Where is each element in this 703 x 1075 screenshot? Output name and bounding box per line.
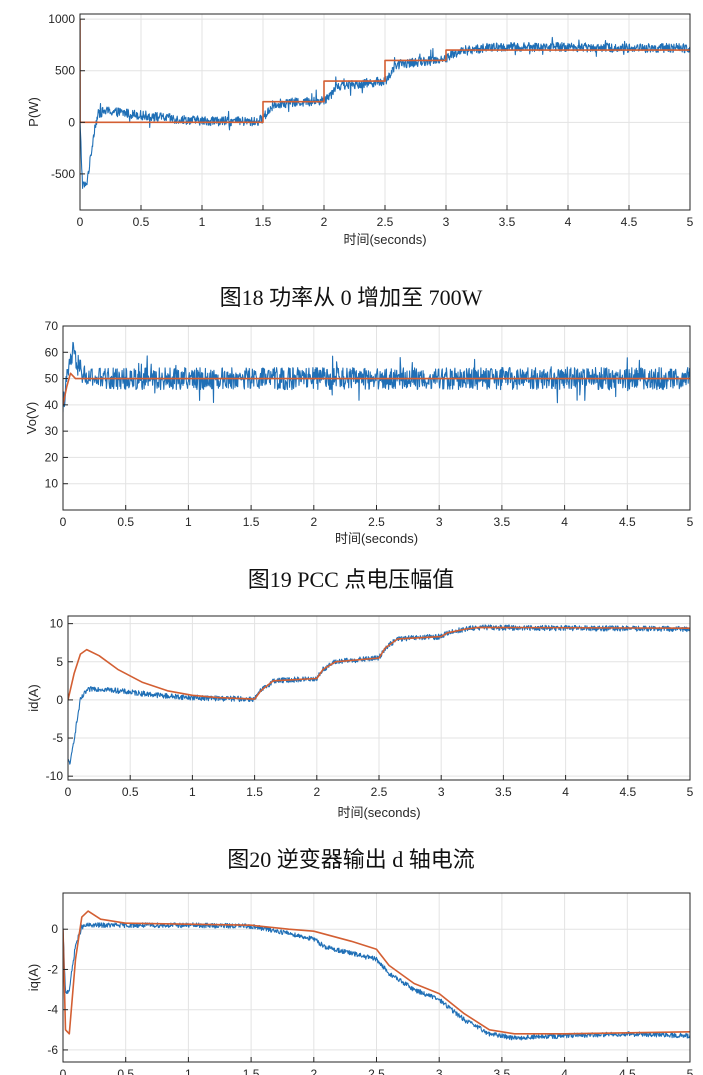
x-tick-label: 3 (436, 1067, 443, 1075)
series-group (63, 910, 690, 1041)
y-tick-label: -4 (47, 1003, 58, 1017)
x-tick-label: 3 (438, 785, 445, 799)
y-tick-label: -2 (47, 962, 58, 976)
x-tick-label: 1 (199, 215, 206, 229)
series-group (63, 341, 690, 413)
tick-labels: 0 0.5 1 1.5 2 2.5 3 3.5 4 4.5 5 -6 -4 -2 0 (47, 922, 693, 1075)
x-tick-label: 4.5 (619, 785, 636, 799)
tick-labels: 0 0.5 1 1.5 2 2.5 3 3.5 4 4.5 5 10 20 30 40 50 60 70 (45, 319, 694, 529)
x-tick-label: 1.5 (246, 785, 263, 799)
y-tick-label: 60 (45, 345, 59, 359)
y-axis-label: id(A) (26, 684, 41, 711)
x-tick-label: 4 (562, 785, 569, 799)
y-tick-label: -6 (47, 1043, 58, 1057)
x-tick-label: 0 (65, 785, 72, 799)
y-tick-label: 1000 (48, 12, 75, 26)
x-tick-label: 3.5 (494, 1067, 511, 1075)
tick-labels: 0 0.5 1 1.5 2 2.5 3 3.5 4 4.5 5 -500 0 500 1000 (48, 12, 693, 229)
series-line-1 (63, 341, 690, 413)
x-tick-label: 2.5 (368, 515, 385, 529)
series-group (68, 624, 690, 765)
y-tick-label: 20 (45, 450, 59, 464)
x-tick-label: 1.5 (255, 215, 272, 229)
x-tick-label: 1 (185, 1067, 192, 1075)
y-axis-label: Vo(V) (24, 402, 39, 435)
series-line-2 (68, 626, 690, 701)
y-tick-label: 0 (68, 115, 75, 129)
x-tick-label: 1.5 (243, 515, 260, 529)
x-tick-label: 1 (189, 785, 196, 799)
y-tick-label: 0 (56, 693, 63, 707)
x-tick-label: 1 (185, 515, 192, 529)
x-tick-label: 2.5 (371, 785, 388, 799)
x-tick-label: 0.5 (117, 1067, 134, 1075)
x-tick-label: 0 (77, 215, 84, 229)
y-axis-label: P(W) (26, 97, 41, 127)
x-tick-label: 3.5 (495, 785, 512, 799)
chart-4: 0 0.5 1 1.5 2 2.5 3 3.5 4 4.5 5 -6 -4 -2 0 iq(A) (26, 892, 694, 1075)
x-tick-label: 4.5 (621, 215, 638, 229)
y-axis-label: iq(A) (26, 964, 41, 991)
series-line-2 (63, 910, 690, 1035)
chart-3: 0 0.5 1 1.5 2 2.5 3 3.5 4 4.5 5 -10 -5 0 5 10 id(A) 时间(se… (26, 615, 694, 872)
x-tick-label: 0 (60, 515, 67, 529)
x-tick-label: 0 (60, 1067, 67, 1075)
x-tick-label: 2 (313, 785, 320, 799)
y-tick-label: 50 (45, 372, 59, 386)
series-line-2 (63, 372, 690, 406)
x-axis-label: 时间(seconds) (335, 531, 418, 546)
x-tick-label: 5 (687, 1067, 694, 1075)
series-line-1 (63, 922, 690, 1041)
x-tick-label: 2.5 (377, 215, 394, 229)
x-tick-label: 4.5 (619, 515, 636, 529)
x-tick-label: 5 (687, 515, 694, 529)
x-tick-label: 4 (561, 1067, 568, 1075)
series-group (80, 19, 690, 189)
y-tick-label: -500 (51, 167, 75, 181)
x-tick-label: 5 (687, 215, 694, 229)
x-tick-label: 0.5 (122, 785, 139, 799)
y-tick-label: 500 (55, 64, 75, 78)
x-axis-label: 时间(seconds) (343, 232, 426, 247)
x-tick-label: 3.5 (499, 215, 516, 229)
x-tick-label: 2 (321, 215, 328, 229)
figure-caption: 图19 PCC 点电压幅值 (248, 567, 455, 592)
chart-1: 0 0.5 1 1.5 2 2.5 3 3.5 4 4.5 5 -500 0 500 1000 P(W) 时间(… (26, 12, 694, 310)
y-tick-label: 10 (45, 477, 59, 491)
x-tick-label: 2 (310, 515, 317, 529)
x-tick-label: 1.5 (243, 1067, 260, 1075)
x-tick-label: 2 (310, 1067, 317, 1075)
x-tick-label: 3.5 (494, 515, 511, 529)
y-tick-label: 40 (45, 398, 59, 412)
x-tick-label: 4.5 (619, 1067, 636, 1075)
y-tick-label: 0 (51, 922, 58, 936)
figure-caption: 图20 逆变器输出 d 轴电流 (227, 847, 475, 872)
y-tick-label: -10 (46, 769, 64, 783)
x-tick-label: 4 (561, 515, 568, 529)
series-line-2 (80, 19, 690, 124)
x-tick-label: 4 (565, 215, 572, 229)
figure-caption: 图18 功率从 0 增加至 700W (220, 285, 483, 310)
tick-labels: 0 0.5 1 1.5 2 2.5 3 3.5 4 4.5 5 -10 -5 0 5 10 (46, 617, 694, 799)
x-tick-label: 5 (687, 785, 694, 799)
y-tick-label: 30 (45, 424, 59, 438)
series-line-1 (68, 624, 690, 765)
x-tick-label: 3 (443, 215, 450, 229)
chart-2: 0 0.5 1 1.5 2 2.5 3 3.5 4 4.5 5 10 20 30 40 50 60 70 Vo(V)… (24, 319, 694, 592)
x-tick-label: 0.5 (117, 515, 134, 529)
x-tick-label: 2.5 (368, 1067, 385, 1075)
y-tick-label: 10 (50, 617, 64, 631)
y-tick-label: 70 (45, 319, 59, 333)
y-tick-label: -5 (52, 731, 63, 745)
y-tick-label: 5 (56, 655, 63, 669)
x-axis-label: 时间(seconds) (337, 805, 420, 820)
x-tick-label: 0.5 (133, 215, 150, 229)
x-tick-label: 3 (436, 515, 443, 529)
